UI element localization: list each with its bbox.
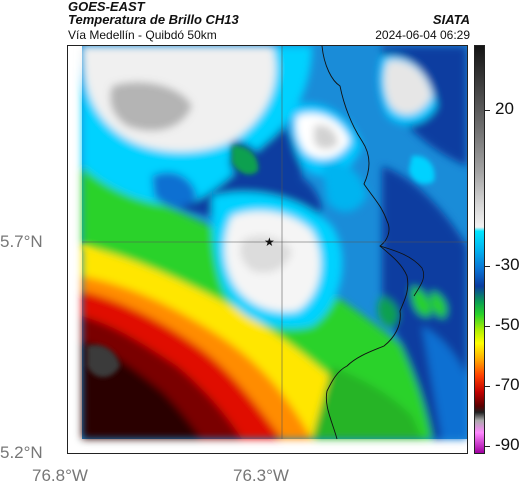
colorbar-label-minus-50: -50 xyxy=(495,315,520,334)
colorbar-label-minus-30: -30 xyxy=(495,255,520,274)
organization-label: SIATA xyxy=(432,12,470,27)
colorbar-label-minus-70: -70 xyxy=(495,375,520,394)
lat-label-5-2: 5.2°N xyxy=(0,443,43,462)
colorbar-tick xyxy=(485,110,490,111)
colorbar xyxy=(474,45,485,454)
brightness-temperature-field: ★ xyxy=(68,46,467,453)
colorbar-label-minus-90: -90 xyxy=(495,435,520,454)
timestamp-label: 2024-06-04 06:29 xyxy=(375,28,470,42)
colorbar-label-20: 20 xyxy=(495,99,514,118)
colorbar-tick xyxy=(485,386,490,387)
colorbar-tick xyxy=(485,446,490,447)
satellite-name: GOES-EAST xyxy=(68,0,145,14)
lon-label-76-3: 76.3°W xyxy=(233,466,289,485)
colorbar-tick xyxy=(485,326,490,327)
lat-label-5-7: 5.7°N xyxy=(0,232,43,251)
product-title: Temperatura de Brillo CH13 xyxy=(68,12,239,27)
colorbar-tick xyxy=(485,266,490,267)
region-subtitle: Vía Medellín - Quibdó 50km xyxy=(68,28,217,42)
satellite-map[interactable]: ★ xyxy=(67,45,468,454)
star-icon: ★ xyxy=(264,235,275,249)
lon-label-76-8: 76.8°W xyxy=(32,466,88,485)
